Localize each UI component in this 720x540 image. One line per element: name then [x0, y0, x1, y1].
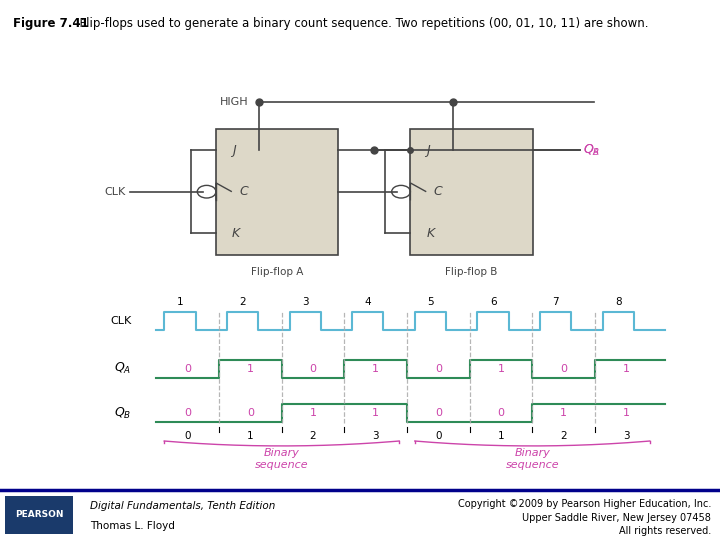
Text: 0: 0 [560, 364, 567, 374]
Text: 0: 0 [184, 408, 192, 418]
FancyBboxPatch shape [410, 129, 533, 255]
Text: Binary
sequence: Binary sequence [255, 448, 308, 470]
Text: K: K [232, 226, 240, 240]
Text: 1: 1 [372, 364, 379, 374]
Text: Copyright ©2009 by Pearson Higher Education, Inc.: Copyright ©2009 by Pearson Higher Educat… [458, 500, 711, 509]
Text: 0: 0 [498, 408, 505, 418]
FancyBboxPatch shape [216, 129, 338, 255]
Text: 0: 0 [184, 364, 192, 374]
Text: $Q_A$: $Q_A$ [114, 361, 131, 376]
Text: 1: 1 [623, 408, 630, 418]
Text: 4: 4 [364, 298, 371, 307]
Text: Flip-flops used to generate a binary count sequence. Two repetitions (00, 01, 10: Flip-flops used to generate a binary cou… [72, 17, 649, 30]
Text: 1: 1 [247, 431, 253, 441]
Text: 1: 1 [623, 364, 630, 374]
Text: 2: 2 [239, 298, 246, 307]
Text: Figure 7.41: Figure 7.41 [13, 17, 89, 30]
Text: HIGH: HIGH [220, 97, 248, 107]
Text: J: J [426, 144, 430, 157]
Text: 0: 0 [247, 408, 254, 418]
Text: 6: 6 [490, 298, 496, 307]
Text: 0: 0 [310, 364, 317, 374]
Text: 2: 2 [310, 431, 316, 441]
Text: 1: 1 [372, 408, 379, 418]
Text: 1: 1 [498, 364, 505, 374]
Text: 0: 0 [184, 431, 191, 441]
Text: $Q_A$: $Q_A$ [583, 143, 600, 158]
Text: 1: 1 [310, 408, 317, 418]
Text: Thomas L. Floyd: Thomas L. Floyd [90, 521, 175, 531]
Text: C: C [433, 185, 442, 198]
Text: K: K [426, 226, 434, 240]
Text: $Q_B$: $Q_B$ [583, 143, 600, 158]
Text: Binary
sequence: Binary sequence [505, 448, 559, 470]
Text: 5: 5 [427, 298, 433, 307]
Text: Upper Saddle River, New Jersey 07458: Upper Saddle River, New Jersey 07458 [523, 512, 711, 523]
Text: 7: 7 [552, 298, 559, 307]
Text: 1: 1 [498, 431, 504, 441]
Text: 3: 3 [623, 431, 629, 441]
Text: 1: 1 [560, 408, 567, 418]
Text: 1: 1 [247, 364, 254, 374]
Text: Digital Fundamentals, Tenth Edition: Digital Fundamentals, Tenth Edition [90, 501, 275, 511]
Text: Flip-flop A: Flip-flop A [251, 267, 303, 277]
Text: 1: 1 [176, 298, 183, 307]
Text: 2: 2 [560, 431, 567, 441]
Text: 0: 0 [435, 431, 441, 441]
Text: C: C [239, 185, 248, 198]
FancyBboxPatch shape [5, 496, 73, 534]
Text: CLK: CLK [110, 316, 131, 326]
Text: All rights reserved.: All rights reserved. [619, 526, 711, 536]
Text: 3: 3 [372, 431, 379, 441]
Text: 8: 8 [615, 298, 621, 307]
Text: J: J [232, 144, 235, 157]
Text: Flip-flop B: Flip-flop B [446, 267, 498, 277]
Text: CLK: CLK [104, 187, 126, 197]
Text: $Q_B$: $Q_B$ [114, 406, 131, 421]
Text: 0: 0 [435, 408, 442, 418]
Text: PEARSON: PEARSON [15, 510, 64, 518]
Text: 0: 0 [435, 364, 442, 374]
Text: 3: 3 [302, 298, 308, 307]
